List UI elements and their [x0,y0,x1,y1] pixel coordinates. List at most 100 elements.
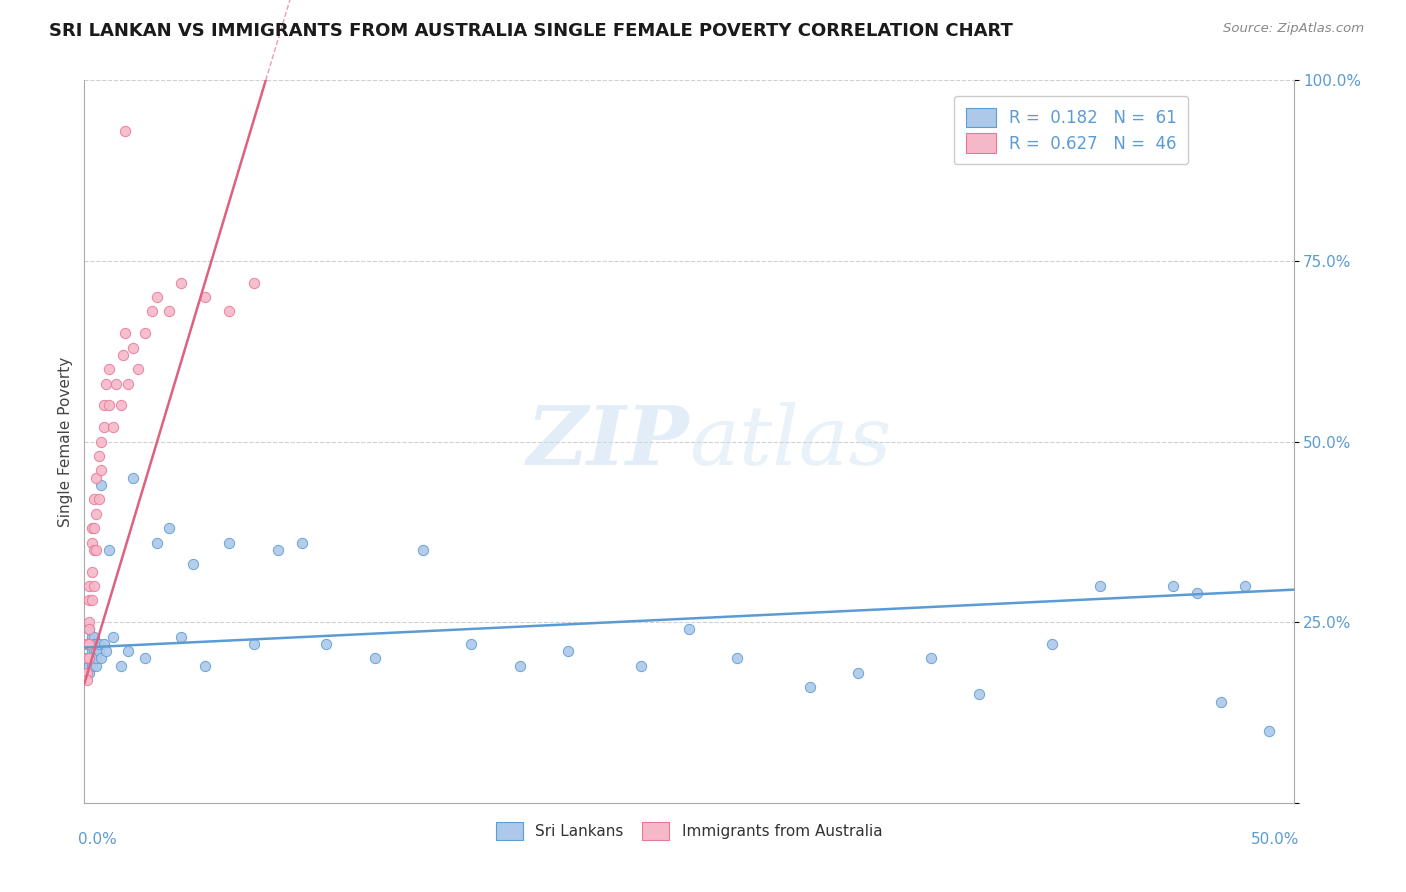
Point [83,644,105,658]
Point [83,542,105,557]
Point [77,615,100,630]
Point [87,492,110,507]
Point [267,542,290,557]
Text: atlas: atlas [689,401,891,482]
Point [678,623,700,637]
Point [83,521,105,535]
Point [104,376,127,391]
Point [97,542,120,557]
Point [103,420,125,434]
Point [86,644,108,658]
Point [94,644,117,658]
Point [412,542,434,557]
Point [90,463,112,477]
Point [80,637,103,651]
Point [76,637,98,651]
Text: 50.0%: 50.0% [1251,831,1299,847]
Point [90,434,112,449]
Point [80,651,103,665]
Point [94,376,117,391]
Point [110,658,132,673]
Point [557,644,579,658]
Point [83,579,105,593]
Point [1040,637,1063,651]
Point [83,651,105,665]
Point [103,630,125,644]
Point [134,651,156,665]
Point [90,651,112,665]
Point [83,637,105,651]
Point [363,651,385,665]
Point [83,651,105,665]
Point [218,304,240,318]
Point [194,290,217,304]
Point [112,348,135,362]
Point [967,687,990,701]
Point [242,637,264,651]
Point [83,630,105,644]
Point [86,651,108,665]
Point [77,665,100,680]
Point [93,420,115,434]
Point [460,637,482,651]
Point [86,470,108,484]
Text: ZIP: ZIP [526,401,689,482]
Point [80,658,103,673]
Text: SRI LANKAN VS IMMIGRANTS FROM AUSTRALIA SINGLE FEMALE POVERTY CORRELATION CHART: SRI LANKAN VS IMMIGRANTS FROM AUSTRALIA … [49,22,1014,40]
Point [77,637,100,651]
Point [87,644,110,658]
Point [86,542,108,557]
Point [121,470,143,484]
Point [1185,586,1208,600]
Point [117,644,139,658]
Point [77,658,100,673]
Point [121,341,143,355]
Point [86,507,108,521]
Point [114,326,136,340]
Point [77,623,100,637]
Point [77,593,100,607]
Point [80,521,103,535]
Point [80,630,103,644]
Text: Source: ZipAtlas.com: Source: ZipAtlas.com [1223,22,1364,36]
Point [194,658,217,673]
Text: 0.0%: 0.0% [79,831,117,847]
Point [76,637,98,651]
Point [170,276,193,290]
Point [87,449,110,463]
Point [83,492,105,507]
Point [76,651,98,665]
Point [1209,695,1232,709]
Point [76,665,98,680]
Point [97,398,120,412]
Point [146,290,169,304]
Point [114,124,136,138]
Point [80,565,103,579]
Point [1234,579,1257,593]
Point [80,593,103,607]
Point [76,673,98,687]
Point [846,665,869,680]
Point [134,326,156,340]
Point [97,362,120,376]
Point [110,398,132,412]
Point [1088,579,1111,593]
Point [157,521,180,535]
Point [725,651,748,665]
Legend: Sri Lankans, Immigrants from Australia: Sri Lankans, Immigrants from Australia [489,816,889,846]
Point [157,304,180,318]
Point [77,579,100,593]
Point [799,680,821,694]
Point [509,658,531,673]
Point [242,276,264,290]
Point [315,637,337,651]
Point [86,658,108,673]
Point [93,398,115,412]
Point [181,558,204,572]
Point [630,658,652,673]
Point [1258,723,1281,738]
Point [117,376,139,391]
Point [90,478,112,492]
Point [87,637,110,651]
Point [1161,579,1184,593]
